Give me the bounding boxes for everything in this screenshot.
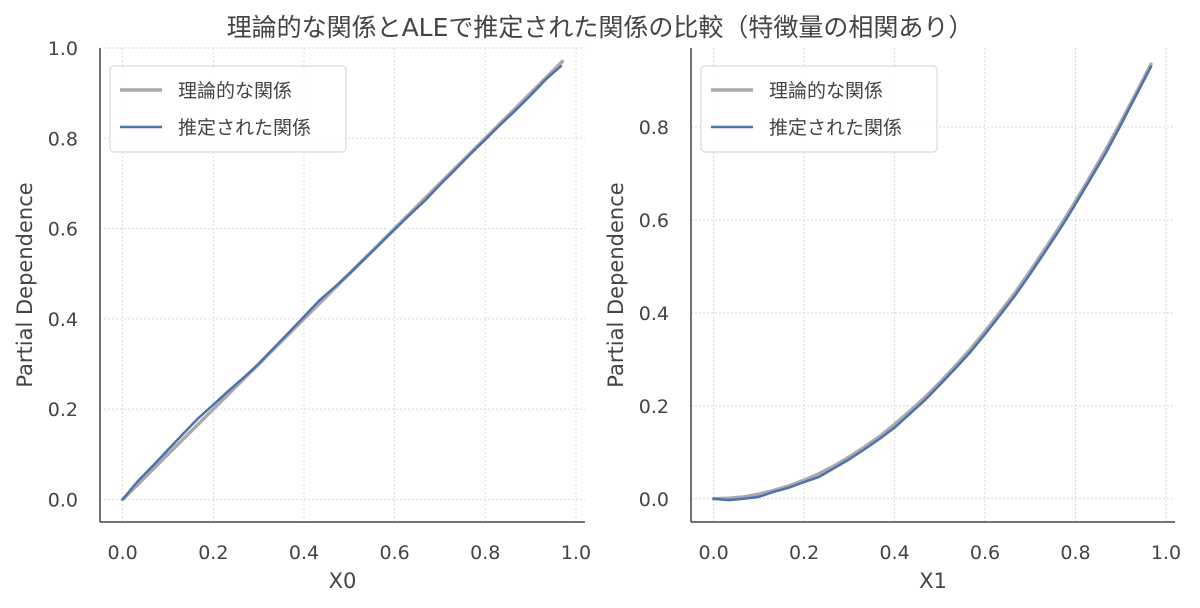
series-line-1: [712, 65, 1153, 502]
y-axis-label: Partial Dependence: [13, 182, 37, 387]
y-tick-label: 0.2: [48, 399, 78, 421]
x-tick-label: 0.2: [789, 542, 819, 564]
y-axis-label: Partial Dependence: [604, 182, 628, 387]
y-tick-label: 0.8: [48, 128, 78, 150]
legend-label: 推定された関係: [769, 117, 902, 139]
x-tick-label: 0.2: [198, 542, 228, 564]
x-axis-label: X1: [919, 569, 947, 593]
x-tick-label: 0.6: [970, 542, 1000, 564]
y-tick-label: 0.0: [48, 489, 78, 511]
legend-box: [109, 65, 347, 153]
chart-panel-1: 0.0 0.2 0.4 0.6 0.8 1.0 0.0 0.2 0.4 0.6 0.8 X1 Parti…: [604, 48, 1181, 593]
legend-label: 理論的な関係: [178, 80, 292, 102]
legend-label: 推定された関係: [178, 117, 311, 139]
x-tick-label: 1.0: [561, 542, 591, 564]
x-axis-label: X0: [329, 569, 357, 593]
y-tick-label: 0.6: [639, 210, 669, 232]
series-line-0: [711, 62, 1153, 501]
y-tick-label: 0.8: [639, 117, 669, 139]
x-tick-label: 0.0: [699, 542, 729, 564]
x-tick-label: 0.8: [470, 542, 500, 564]
legend-box: [700, 65, 938, 153]
chart-panel-0: 0.0 0.2 0.4 0.6 0.8 1.0 0.0 0.2 0.4 0.6 0.8 1.0 X0 Pa…: [13, 38, 591, 593]
x-tick-label: 1.0: [1151, 542, 1181, 564]
legend-label: 理論的な関係: [769, 80, 883, 102]
y-tick-label: 1.0: [48, 38, 78, 60]
y-tick-label: 0.6: [48, 219, 78, 241]
y-tick-label: 0.0: [639, 489, 669, 511]
y-tick-label: 0.4: [48, 309, 78, 331]
figure-title: 理論的な関係とALEで推定された関係の比較（特徴量の相関あり）: [226, 13, 974, 42]
x-tick-label: 0.4: [289, 542, 319, 564]
x-tick-label: 0.6: [380, 542, 410, 564]
y-tick-label: 0.4: [639, 303, 669, 325]
x-tick-label: 0.8: [1060, 542, 1090, 564]
series-line-1: [121, 64, 563, 501]
y-tick-label: 0.2: [639, 396, 669, 418]
x-tick-label: 0.0: [108, 542, 138, 564]
x-tick-label: 0.4: [879, 542, 909, 564]
